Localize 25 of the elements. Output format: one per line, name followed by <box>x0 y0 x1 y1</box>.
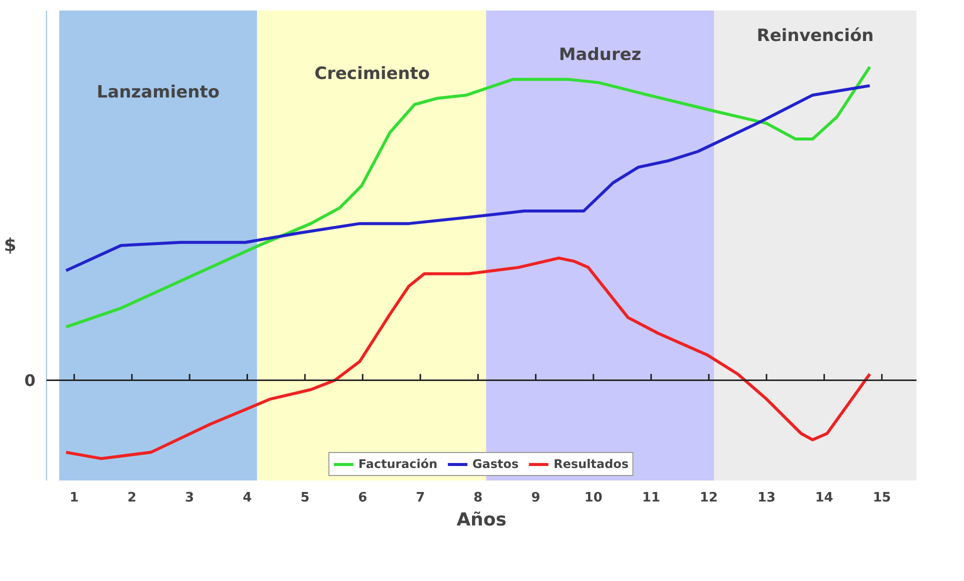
x-tick-label: 11 <box>642 490 660 506</box>
x-tick-label: 14 <box>815 490 834 506</box>
x-tick-label: 6 <box>358 490 368 506</box>
x-tick-label: 1 <box>70 490 79 506</box>
x-tick-label: 8 <box>474 490 483 506</box>
x-tick-label: 4 <box>242 490 252 506</box>
x-tick-label: 13 <box>757 490 776 506</box>
band-label: Lanzamiento <box>96 82 220 103</box>
text: 0 <box>24 371 36 390</box>
x-tick-label: 7 <box>416 490 425 506</box>
x-tick-label: 9 <box>531 490 540 506</box>
band-label: Madurez <box>558 44 642 65</box>
y-axis-title: $ <box>4 235 16 256</box>
legend-label: Resultados <box>554 457 629 471</box>
x-tick-label: 12 <box>700 490 718 506</box>
x-tick-label: 3 <box>185 490 194 506</box>
x-tick-label: 2 <box>127 490 136 506</box>
band-label: Crecimiento <box>314 64 430 84</box>
legend-label: Facturación <box>358 457 438 471</box>
x-axis-title: Años <box>456 510 506 530</box>
legend-label: Gastos <box>472 457 519 471</box>
x-tick-label: 5 <box>300 490 310 506</box>
band-label: Reinvención <box>756 26 874 46</box>
x-tick-label: 15 <box>872 490 891 506</box>
x-tick-label: 10 <box>584 490 602 506</box>
